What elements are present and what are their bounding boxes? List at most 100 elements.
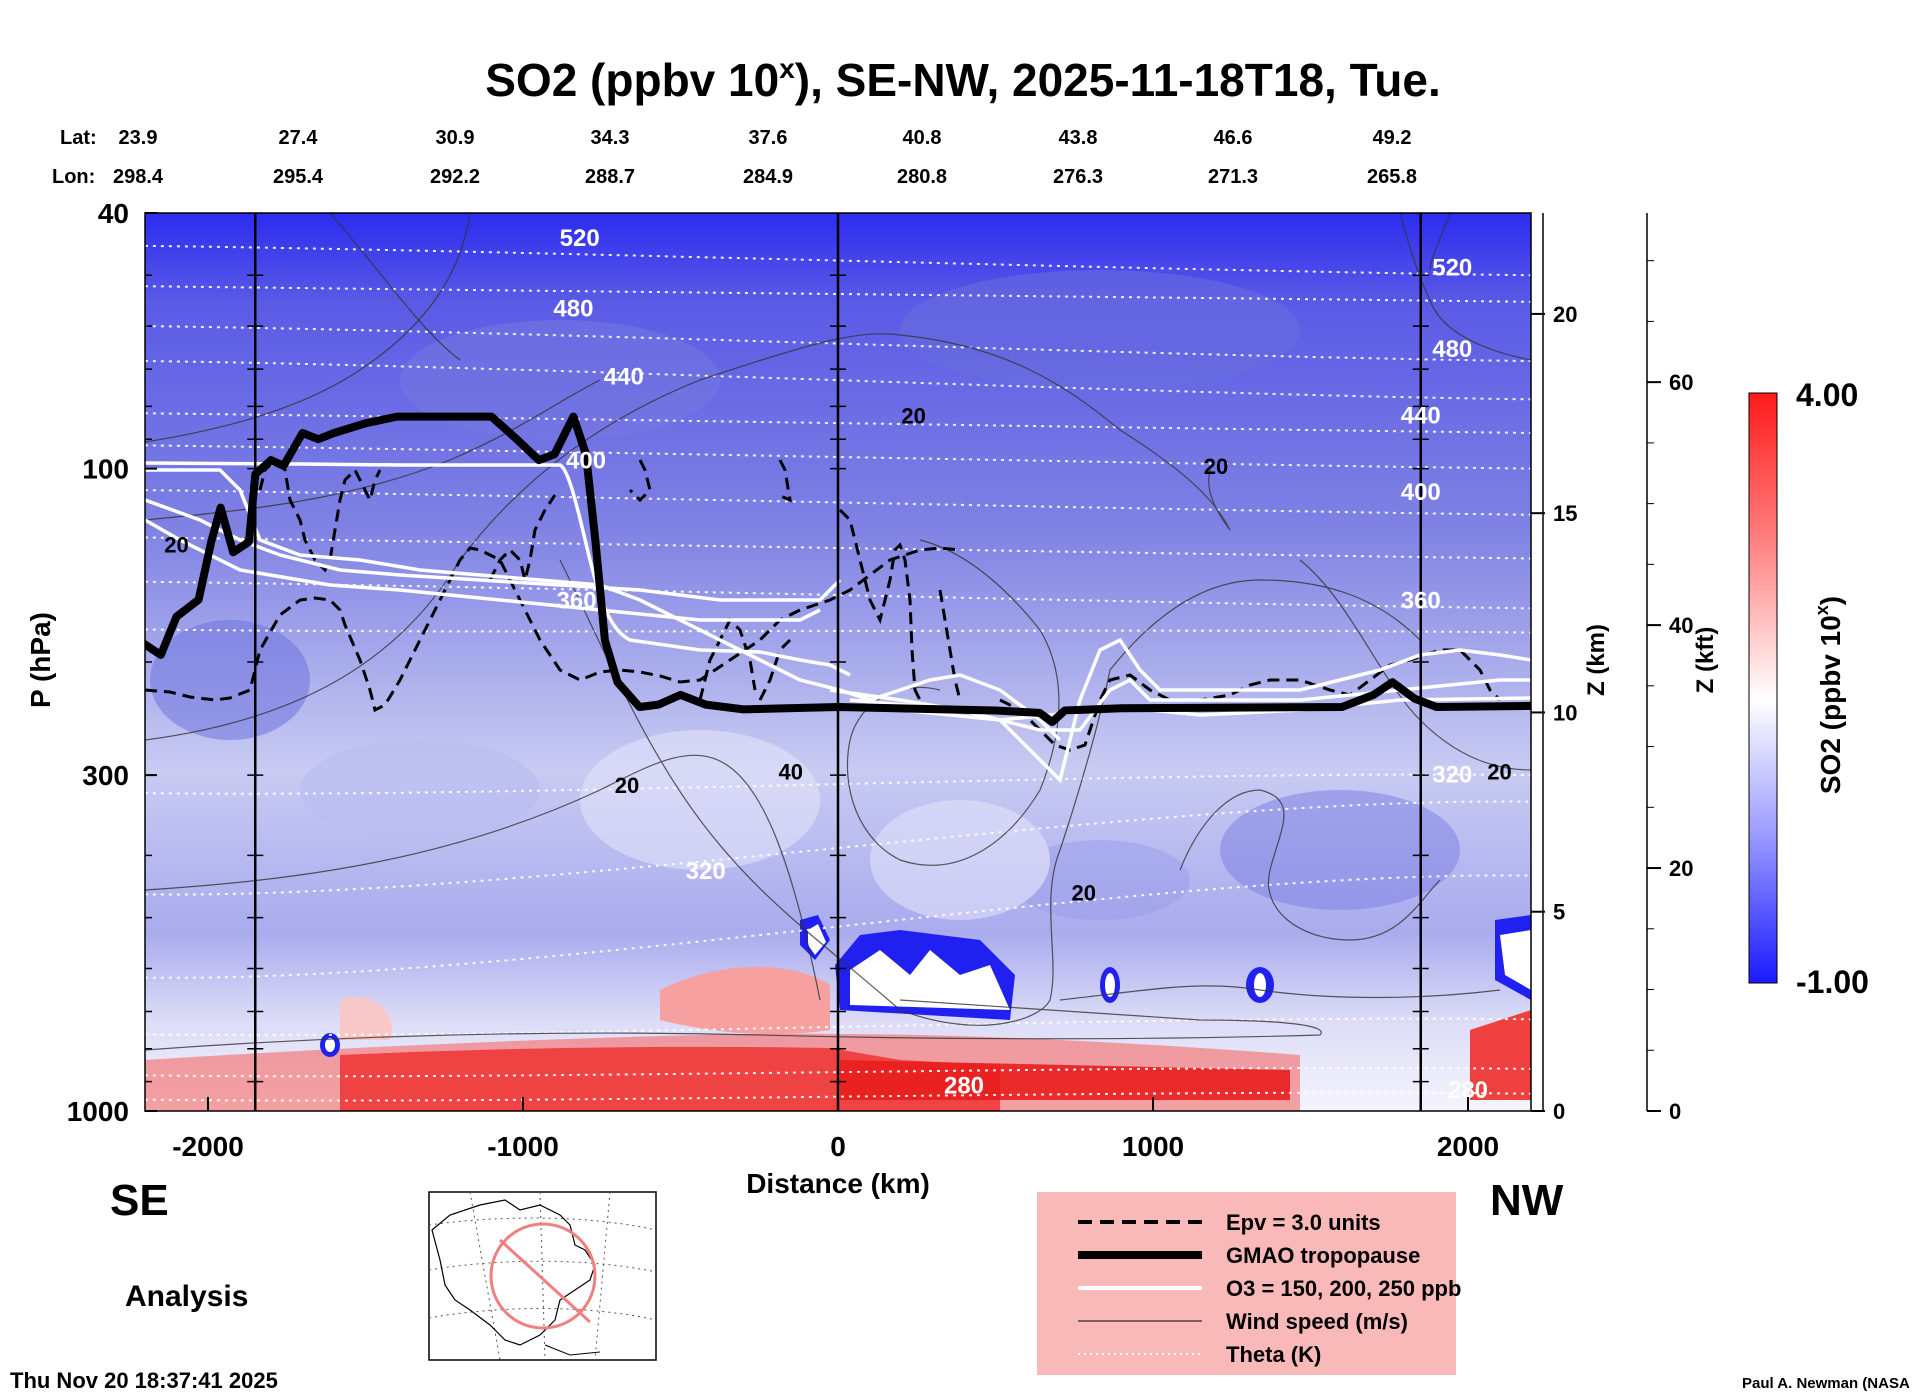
lat-value: 43.8 [1059,127,1098,149]
credit: Paul A. Newman (NASA [1742,1375,1910,1392]
so2-low-blobs [320,915,1531,1057]
z-kft-tick-label: 20 [1669,856,1693,881]
so2-field-patches [150,270,1460,920]
colorbar-min-label: -1.00 [1796,964,1869,1000]
x-axis-distance: -2000 -1000 0 1000 2000 [172,1097,1499,1162]
y-tick-label: 40 [98,198,129,229]
z-km-tick-label: 5 [1553,900,1565,925]
theta-label: 320 [686,858,726,885]
colorbar-title: SO2 (ppbv 10x) [1812,596,1846,794]
lat-value: 49.2 [1373,127,1412,149]
colorbar-title-sup: x [1812,605,1832,615]
wind-label: 20 [901,403,925,428]
wind-label: 20 [615,773,639,798]
wind-label: 20 [1071,880,1095,905]
lat-value: 34.3 [591,127,630,149]
legend-label: Wind speed (m/s) [1226,1309,1408,1334]
gmao-tropopause-line [145,412,1531,726]
lat-label: Lat: [60,127,97,149]
theta-label: 480 [1432,336,1472,363]
lat-value: 40.8 [903,127,942,149]
z-kft-tick-label: 40 [1669,613,1693,638]
theta-label: 440 [604,364,644,391]
theta-label: 280 [944,1073,984,1100]
lon-value: 292.2 [430,166,480,188]
direction-nw: NW [1490,1176,1564,1225]
y-axis-pressure: 1000 300 100 40 [67,198,157,1127]
legend-label: GMAO tropopause [1226,1243,1420,1268]
z-km-tick-label: 20 [1553,302,1577,327]
x-tick-label: 2000 [1437,1131,1499,1162]
lat-value: 30.9 [436,127,475,149]
z-km-label: Z (km) [1583,624,1610,696]
lon-value: 265.8 [1367,166,1417,188]
theta-labels: 520 520 480 480 440 440 400 400 360 360 320 320 280 2… [553,225,1488,1104]
colorbar-max-label: 4.00 [1796,377,1858,413]
z-kft-tick-label: 60 [1669,370,1693,395]
theta-label: 520 [1432,254,1472,281]
x-tick-label: -2000 [172,1131,244,1162]
y-tick-label: 300 [82,760,129,791]
colorbar-title-main: SO2 (ppbv 10 [1815,615,1846,794]
lat-value: 37.6 [749,127,788,149]
plot-area: 520 520 480 480 440 440 400 400 360 360 320 320 280 2… [145,213,1531,1111]
lat-value: 27.4 [279,127,319,149]
timestamp: Thu Nov 20 18:37:41 2025 [10,1368,278,1393]
wind-label: 20 [164,532,188,557]
theta-label: 520 [560,225,600,252]
x-tick-label: 0 [830,1131,846,1162]
inset-map [428,1191,657,1361]
theta-line [145,874,1531,979]
lon-value: 271.3 [1208,166,1258,188]
lon-value: 276.3 [1053,166,1103,188]
legend-label: Theta (K) [1226,1342,1321,1367]
z-km-tick-label: 10 [1553,700,1577,725]
direction-se: SE [110,1176,169,1225]
z-km-axis: 0 5 10 15 20 [1531,213,1577,1124]
theta-contours [145,244,1531,1102]
wind-label: 40 [779,760,803,785]
lon-value: 288.7 [585,166,635,188]
so2-high-surface-layer [145,966,1531,1111]
theta-label: 400 [1401,479,1441,506]
theta-label: 360 [1401,587,1441,614]
lat-lon-header: Lat: Lon: 23.9 27.4 30.9 34.3 37.6 40.8 43.8 46… [52,127,1417,188]
z-kft-axis: 0 20 40 60 [1646,213,1693,1124]
lon-value: 280.8 [897,166,947,188]
y-tick-label: 100 [82,454,129,485]
z-kft-tick-label: 0 [1669,1099,1681,1124]
theta-label: 320 [1432,761,1472,788]
lon-value: 284.9 [743,166,793,188]
x-tick-label: -1000 [487,1131,559,1162]
chart-title: SO2 (ppbv 10x), SE-NW, 2025-11-18T18, Tu… [485,53,1441,106]
title-rest: ), SE-NW, 2025-11-18T18, Tue. [795,54,1441,106]
title-main: SO2 (ppbv 10 [485,54,779,106]
x-axis-label: Distance (km) [746,1168,930,1199]
inset-section-line [498,1238,592,1324]
wind-labels: 20 20 20 20 40 20 20 [164,403,1511,905]
inset-domain-circle [489,1222,597,1330]
lon-label: Lon: [52,166,95,188]
legend: Epv = 3.0 units GMAO tropopause O3 = 150, … [1037,1192,1461,1375]
theta-label: 440 [1401,402,1441,429]
colorbar [1748,392,1778,984]
lon-value: 295.4 [273,166,324,188]
z-kft-label: Z (kft) [1692,627,1719,694]
legend-label: Epv = 3.0 units [1226,1210,1381,1235]
theta-label: 400 [566,448,606,475]
north-america-outline [431,1199,596,1346]
title-sup: x [779,53,795,84]
colorbar-title-rest: ) [1815,596,1846,605]
lat-value: 46.6 [1214,127,1253,149]
lon-value: 298.4 [113,166,164,188]
analysis-label: Analysis [125,1280,248,1313]
lat-value: 23.9 [119,127,158,149]
ozone-contours [145,461,1531,784]
wind-label: 20 [1487,760,1511,785]
y-tick-label: 1000 [67,1096,129,1127]
legend-label: O3 = 150, 200, 250 ppb [1226,1276,1461,1301]
x-tick-label: 1000 [1122,1131,1184,1162]
y-axis-label: P (hPa) [25,612,56,708]
vertical-marker-lines [247,213,1429,1111]
